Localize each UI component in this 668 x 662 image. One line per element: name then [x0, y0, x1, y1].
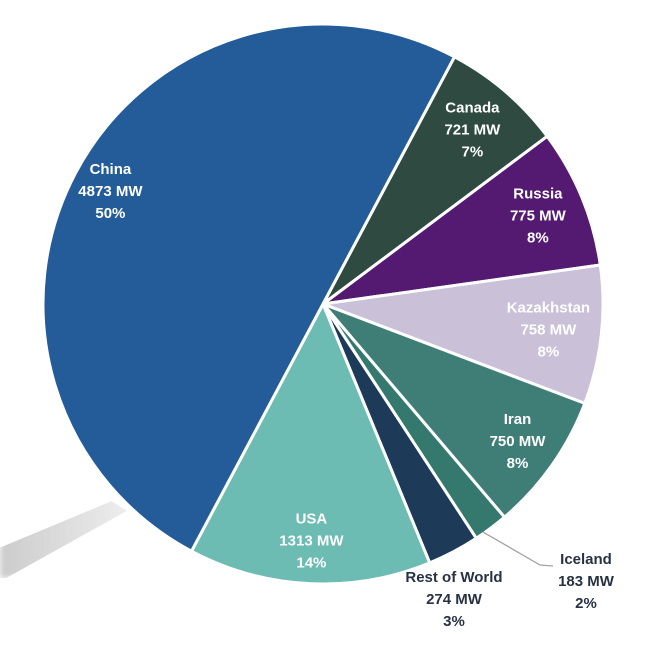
slice-label-name: Iceland: [560, 551, 612, 568]
pie-slice-iran: [321, 302, 587, 519]
slice-label-russia: Russia 775 MW 8%: [510, 185, 567, 246]
slice-label-name: Russia: [513, 185, 563, 202]
pie-slice-usa: [190, 302, 432, 586]
pie-slice-canada: [321, 55, 549, 306]
slice-label-china: China 4873 MW 50%: [78, 161, 143, 222]
slice-label-value: 721 MW: [444, 122, 501, 139]
slice-label-kazakhstan: Kazakhstan 758 MW 8%: [507, 299, 590, 360]
slice-label-name: USA: [296, 510, 328, 527]
slice-label-rest-of-world: Rest of World 274 MW 3%: [405, 569, 502, 630]
slice-label-name: China: [90, 161, 132, 178]
leader-line-iceland: [482, 531, 554, 567]
slice-label-iceland: Iceland 183 MW 2%: [558, 551, 615, 612]
slice-label-name: Canada: [445, 100, 500, 117]
slice-label-percent: 50%: [95, 205, 125, 222]
pie-slice-russia: [321, 134, 602, 306]
slice-label-value: 4873 MW: [78, 183, 143, 200]
slice-label-percent: 8%: [507, 455, 529, 472]
slice-label-percent: 8%: [527, 229, 549, 246]
slice-label-percent: 14%: [296, 554, 326, 571]
slice-label-name: Rest of World: [405, 569, 502, 586]
slice-label-percent: 8%: [538, 343, 560, 360]
pie-slice-kazakhstan: [321, 263, 605, 405]
slice-label-value: 758 MW: [520, 321, 577, 338]
slice-label-value: 1313 MW: [279, 532, 344, 549]
slice-label-value: 183 MW: [558, 573, 615, 590]
slice-label-value: 274 MW: [426, 591, 483, 608]
slice-label-value: 775 MW: [510, 207, 567, 224]
slice-label-name: Kazakhstan: [507, 299, 590, 316]
pie-slice-china: [41, 22, 456, 553]
slice-label-value: 750 MW: [490, 433, 547, 450]
slice-label-percent: 2%: [575, 595, 597, 612]
slice-label-percent: 7%: [462, 144, 484, 161]
slice-label-percent: 3%: [443, 613, 465, 630]
slice-label-iran: Iran 750 MW 8%: [490, 411, 547, 472]
slice-label-name: Iran: [504, 411, 532, 428]
slice-label-canada: Canada 721 MW 7%: [444, 100, 501, 161]
slice-label-usa: USA 1313 MW 14%: [279, 510, 344, 571]
